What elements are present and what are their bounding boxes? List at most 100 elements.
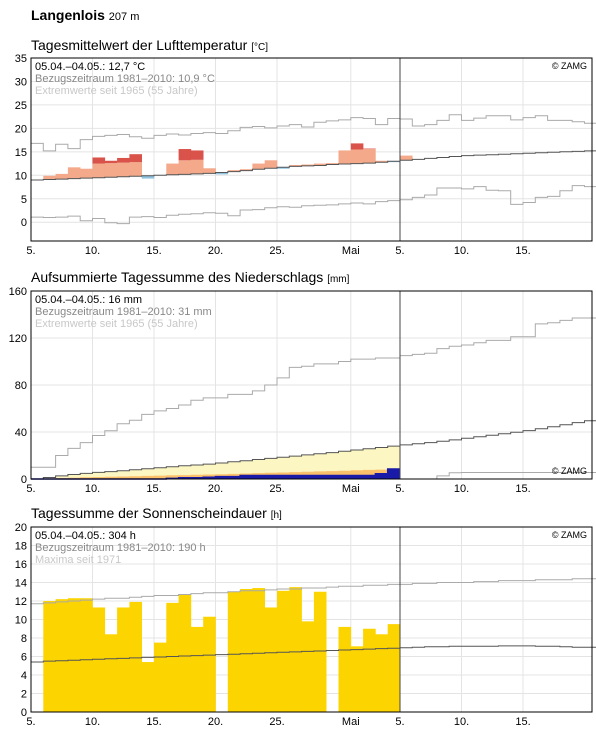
sunshine-bar <box>104 634 118 712</box>
sunshine-bar <box>387 624 401 712</box>
precip-info-reference: Bezugszeitraum 1981–2010: 31 mm <box>35 306 212 318</box>
temperature-cold-bar <box>141 175 155 179</box>
temperature-warm-bar <box>375 160 388 163</box>
sunshine-bar <box>289 587 302 712</box>
sunshine-plot: 0 2 4 6 8 10 12 14 16 18 20 5. 10. 15. 20. 25. Mai 5. 10. 1… <box>15 522 596 728</box>
precip-copyright: © ZAMG <box>552 466 587 476</box>
sunshine-bar <box>338 626 352 712</box>
temperature-warm-bar <box>92 163 106 178</box>
precip-xtick-label: 15. <box>146 483 161 495</box>
temperature-ytick-label: 5 <box>21 194 27 206</box>
sunshine-ytick-label: 8 <box>21 633 27 645</box>
temperature-chart-title: Tagesmittelwert der Lufttemperatur [°C] <box>31 37 268 53</box>
precip-xtick-label: 15. <box>515 483 530 495</box>
temperature-warm-bar <box>67 167 81 179</box>
precip-ytick-label: 40 <box>15 427 27 439</box>
temperature-normal-line <box>31 150 596 181</box>
temperature-warm-bar <box>363 149 376 164</box>
sunshine-max-line <box>31 578 596 605</box>
temperature-warm-bar <box>80 168 93 179</box>
temperature-plot: 0 5 10 15 20 25 30 35 5. 10. 15. 20. 25. Mai 5. 10. 15. 0… <box>15 53 596 257</box>
temperature-warm-bar <box>104 163 118 178</box>
sunshine-xtick-label: 5. <box>26 716 35 728</box>
temperature-extreme-bar <box>190 150 204 160</box>
temperature-ytick-label: 15 <box>15 147 27 159</box>
sunshine-ytick-label: 16 <box>15 559 27 571</box>
sunshine-ytick-label: 0 <box>21 707 27 719</box>
temperature-ytick-label: 35 <box>15 53 27 65</box>
sunshine-unit: [h] <box>270 510 282 521</box>
sunshine-xtick-label: 10. <box>454 716 469 728</box>
temperature-frame <box>30 57 593 242</box>
precip-frame <box>30 290 593 480</box>
temperature-extreme-bar <box>104 160 118 164</box>
sunshine-info-current: 05.04.–04.05.: 304 h <box>35 530 136 542</box>
precip-ytick-label: 0 <box>21 474 27 486</box>
sunshine-bar <box>264 607 278 712</box>
precip-chart-title: Aufsummierte Tagessumme des Niederschlag… <box>31 269 349 285</box>
sunshine-xtick-label: Mai <box>342 716 360 728</box>
temperature-xtick-label: 10. <box>454 245 469 257</box>
precip-xtick-label: 20. <box>208 483 223 495</box>
sunshine-bar <box>227 591 241 712</box>
precip-max-line <box>31 317 596 468</box>
station-name: Langenlois <box>31 7 105 23</box>
temperature-title-text: Tagesmittelwert der Lufttemperatur <box>31 37 248 53</box>
temperature-unit: [°C] <box>251 42 268 53</box>
precip-normal-area <box>31 446 400 479</box>
precip-ytick-label: 120 <box>9 333 27 345</box>
sunshine-bar <box>43 601 56 712</box>
sunshine-bar <box>67 598 81 712</box>
temperature-xtick-label: 25. <box>269 245 284 257</box>
temperature-xtick-label: Mai <box>342 245 360 257</box>
temperature-warm-bar <box>55 173 69 180</box>
temperature-max-line <box>31 114 596 152</box>
temperature-warm-bar <box>240 169 253 171</box>
sunshine-ytick-label: 6 <box>21 652 27 664</box>
sunshine-bar <box>301 621 315 712</box>
temperature-ytick-label: 10 <box>15 170 27 182</box>
temperature-cold-bar <box>277 167 290 169</box>
sunshine-bar <box>277 590 290 712</box>
temperature-warm-bar <box>203 168 216 174</box>
sunshine-chart-title: Tagessumme der Sonnenscheindauer [h] <box>31 505 282 521</box>
temperature-ytick-label: 0 <box>21 217 27 229</box>
sunshine-xtick-label: 10. <box>85 716 100 728</box>
precip-info-extremes: Extremwerte seit 1965 (55 Jahre) <box>35 318 198 330</box>
temperature-warm-bar <box>313 163 327 166</box>
precip-normal-line <box>31 420 596 480</box>
temperature-ytick-label: 25 <box>15 100 27 112</box>
temperature-warm-bar <box>129 162 142 177</box>
sunshine-bar <box>141 662 155 712</box>
sunshine-bar <box>166 602 179 712</box>
precip-xtick-label: 10. <box>85 483 100 495</box>
temperature-warm-bar <box>190 159 204 174</box>
precip-ytick-label: 80 <box>15 380 27 392</box>
sunshine-ytick-label: 14 <box>15 578 27 590</box>
temperature-warm-bar <box>301 164 315 166</box>
sunshine-frame <box>30 526 593 713</box>
sunshine-bar <box>117 607 130 712</box>
temperature-extreme-bar <box>117 157 130 163</box>
temperature-warm-bar <box>289 164 302 167</box>
temperature-warm-bar <box>350 149 364 164</box>
sunshine-bar <box>80 598 93 712</box>
precip-xtick-label: 10. <box>454 483 469 495</box>
sunshine-info-reference: Bezugszeitraum 1981–2010: 190 h <box>35 542 206 554</box>
temperature-warm-bar <box>227 170 241 172</box>
temperature-ytick-label: 30 <box>15 76 27 88</box>
sunshine-ytick-label: 10 <box>15 615 27 627</box>
temperature-warm-bar <box>43 175 56 180</box>
sunshine-bar <box>190 626 204 712</box>
temperature-xtick-label: 15. <box>515 245 530 257</box>
sunshine-xtick-label: 5. <box>395 716 404 728</box>
temperature-ytick-label: 20 <box>15 123 27 135</box>
temperature-xtick-label: 10. <box>85 245 100 257</box>
temperature-warm-bar <box>166 163 179 175</box>
sunshine-ytick-label: 18 <box>15 541 27 553</box>
precip-ytick-label: 160 <box>9 286 27 298</box>
sunshine-bar <box>375 634 388 712</box>
temperature-warm-bar <box>338 150 352 165</box>
precip-current-area <box>31 469 400 479</box>
sunshine-xtick-label: 25. <box>269 716 284 728</box>
